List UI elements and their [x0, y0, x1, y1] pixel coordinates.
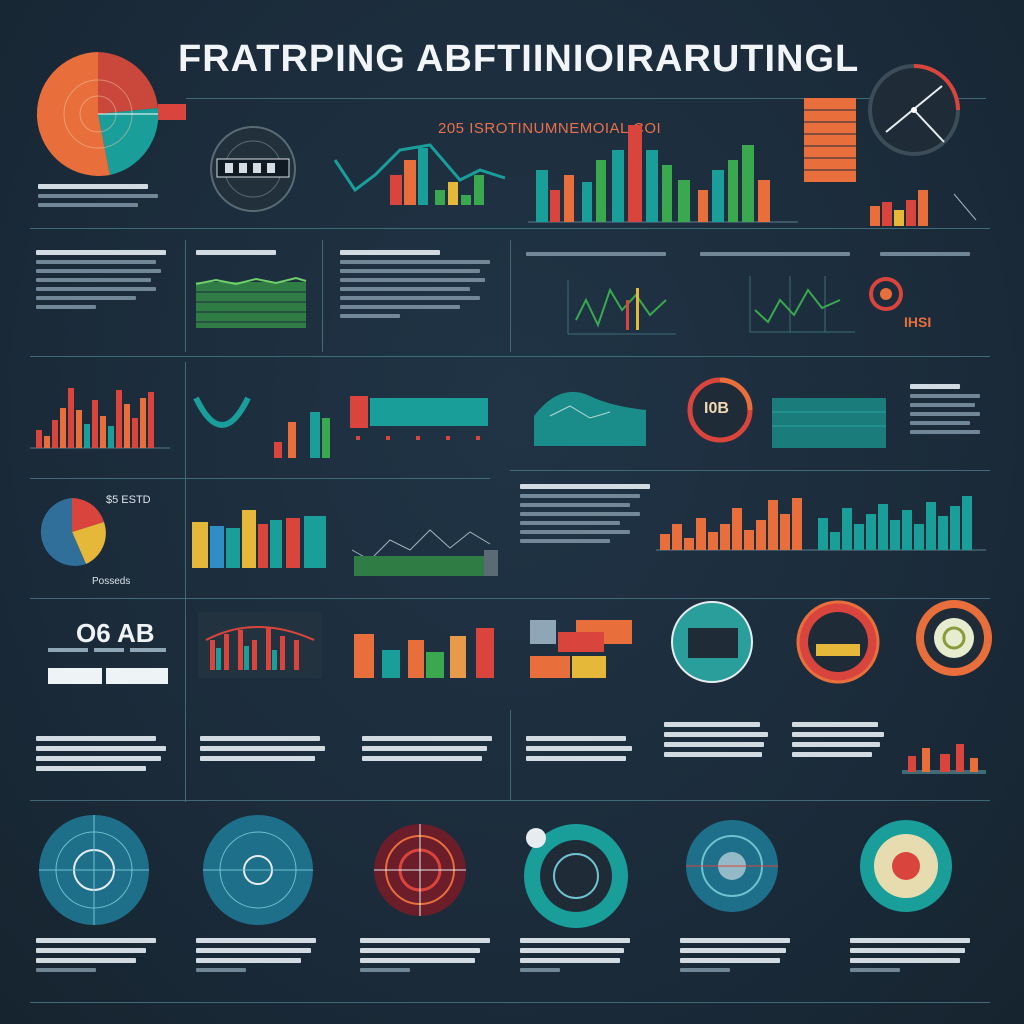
mini-bars-top-right: [870, 190, 977, 226]
text-block-r5b: [200, 736, 330, 766]
bar-chart-row3a: [30, 388, 170, 449]
compass-dial-icon: [868, 64, 960, 156]
mid-value: $5 ESTD: [106, 494, 151, 506]
bar-chart-top-center: [528, 125, 798, 223]
target-icon: [869, 277, 903, 311]
pie-chart-icon: [36, 52, 186, 176]
candlestick-chart: [198, 612, 322, 678]
text-block-r5a: [36, 736, 176, 776]
stacked-column-orange: [804, 98, 856, 182]
text-block-row2d: [526, 252, 676, 261]
text-block-row2c: [340, 250, 500, 323]
text-block-row2a: [36, 250, 176, 314]
radar-dial-icon: [210, 126, 296, 212]
bar-chart-row5: [354, 628, 494, 678]
text-block-b3: [360, 938, 500, 977]
bar-chart-row3b: [193, 396, 330, 458]
vdivider-1: [185, 240, 186, 352]
text-block-row4: [520, 484, 660, 548]
radar-circle-4: [524, 824, 628, 928]
vdivider-4: [185, 362, 186, 802]
dial-icon-a: [671, 601, 753, 683]
area-chart-green: [196, 276, 307, 328]
area-chart-teal-b: [772, 398, 886, 448]
dial-icon-b: [796, 600, 880, 684]
line-bar-green: [351, 529, 498, 576]
text-block-r5e: [664, 722, 774, 762]
vdivider-2: [322, 240, 323, 352]
text-block-row2e: [700, 252, 850, 261]
small-badge: IHSI: [904, 314, 932, 330]
text-block-b5: [680, 938, 800, 977]
divider-bottom: [30, 1002, 990, 1003]
legend-list-row3: [910, 384, 990, 439]
bar-chart-row4-wide: [656, 496, 986, 551]
area-chart-teal: [534, 391, 646, 446]
pie-caption: Posseds: [92, 576, 131, 587]
divider-row4: [30, 598, 990, 599]
page-title: FRATRPING ABFTIINIOIRARUTINGL: [178, 38, 860, 80]
line-chart-green-b: [749, 276, 855, 333]
text-block-b2: [196, 938, 326, 977]
vdivider-3: [510, 240, 511, 352]
blocks-chart: [530, 620, 632, 678]
divider-row3b: [510, 470, 990, 471]
radar-circle-5: [686, 820, 778, 912]
divider-row5: [30, 800, 990, 801]
radar-circle-2: [203, 815, 313, 925]
divider-row2: [30, 356, 990, 357]
dial-icon-c: [916, 600, 992, 676]
text-block-row2f: [880, 252, 980, 261]
gauge-icon: [687, 377, 753, 443]
text-block-row2b: [196, 250, 316, 260]
big-number: O6 AB: [76, 618, 155, 648]
text-block-pie: [38, 184, 158, 212]
text-block-r5d: [526, 736, 636, 766]
divider-row3a: [30, 478, 490, 479]
pie-chart-row4: [40, 498, 106, 566]
divider-top: [186, 98, 986, 99]
gauge-value: I0B: [704, 400, 729, 417]
bar-chart-teal-band: [350, 396, 488, 440]
text-block-b6: [850, 938, 980, 977]
text-block-b4: [520, 938, 640, 977]
radar-circle-1: [39, 815, 149, 925]
text-block-r5c: [362, 736, 502, 766]
bar-cluster-top-left: [333, 143, 506, 205]
radar-circle-6: [860, 820, 952, 912]
bar-chart-row4a: [192, 510, 326, 568]
line-chart-green-a: [567, 280, 676, 335]
vdivider-5: [510, 710, 511, 800]
progress-boxes: [48, 648, 168, 684]
page-subtitle: 205 ISROTINUMNEMOIAL COI: [438, 120, 662, 137]
text-block-r5f: [792, 722, 892, 762]
divider-row1: [30, 228, 990, 229]
text-block-b1: [36, 938, 166, 977]
mini-bars-row5: [902, 744, 986, 774]
radar-circle-3: [374, 824, 466, 916]
